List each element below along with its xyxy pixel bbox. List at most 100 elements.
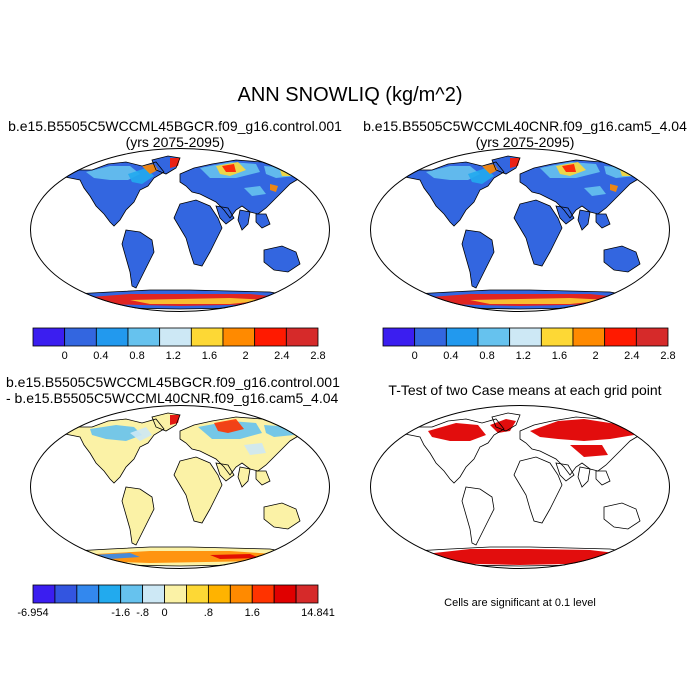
main-title: ANN SNOWLIQ (kg/m^2) [237,84,463,106]
antarctic-snow [470,298,610,304]
colorbar-tick-label: .8 [203,607,213,619]
colorbar-tick-label: 0.4 [443,350,459,362]
colorbar-swatch [251,584,275,604]
colorbar-swatch [142,584,165,604]
top-left-title-line1: b.e15.B5505C5WCCML45BGCR.f09_g16.control… [8,118,342,134]
map-content [398,155,643,310]
colorbar-tick-label: 1.6 [551,350,568,362]
coastline-se-asia [255,213,271,229]
snow-region [562,164,576,172]
colorbar-difference [32,584,319,604]
coastline-se-asia [595,213,611,229]
coastline-south-america [121,486,155,546]
colorbar-swatch [285,327,319,347]
land-se-asia [256,471,270,485]
colorbar-tick-label: 1.6 [244,607,260,619]
significant-region [416,549,632,565]
top-right-title-line2: (yrs 2075-2095) [475,134,575,150]
colorbar-swatch [254,327,287,347]
top-right-title: b.e15.B5505C5WCCML40CNR.f09_g16.cam5_4.0… [350,118,700,150]
diff-region [170,415,180,425]
land-australia [604,503,640,529]
coastline-north-america [58,418,165,484]
coastline-south-america [461,486,495,546]
land-south-america [122,487,154,545]
map-border [30,148,330,312]
colorbar-swatch [445,327,479,347]
coastline-south-america [461,229,495,289]
bottom-left-title-line2: - b.e15.B5505C5WCCML40CNR.f09_g16.cam5_4… [6,390,339,406]
antarctic-diff [210,554,260,559]
snow-region [610,184,618,192]
land-south-america [462,230,494,288]
coastline-australia [603,502,641,530]
colorbar-tick-label: 2 [592,350,599,362]
coastline-africa [513,456,563,524]
land-south-america [462,487,494,545]
colorbar-tick-label: 0 [411,350,418,362]
colorbar-tick-label: 2.8 [310,350,326,362]
map-border [370,405,670,569]
coastline-se-asia [255,470,271,486]
colorbar-swatch [64,327,97,347]
top-left-title-line2: (yrs 2075-2095) [125,134,225,150]
map-ttest [370,405,670,569]
coastline-north-america [58,161,165,227]
colorbar-swatch [222,327,256,347]
significant-region [428,423,486,441]
colorbar-swatch [54,584,78,604]
colorbar-control [32,327,319,347]
colorbar-swatch [32,584,56,604]
coastline-arabia [555,462,575,482]
colorbar-tick-label: -1.6 [111,607,131,619]
snow-region [426,166,480,180]
map-content [58,412,303,567]
map-cam5 [370,148,670,312]
colorbar-tick-label: 0.4 [93,350,109,362]
colorbar-tick-label: 2.8 [660,350,676,362]
bottom-left-title-line1: b.e15.B5505C5WCCML45BGCR.f09_g16.control… [6,374,340,390]
coastline-africa [173,199,223,267]
coastline-greenland [151,155,181,175]
colorbar-tick-label: -.8 [136,607,150,619]
coastline-arabia [215,462,235,482]
colorbar-swatch [273,584,297,604]
snow-region [584,186,606,196]
colorbar-tick-label: 1.2 [515,350,531,362]
top-left-title: b.e15.B5505C5WCCML45BGCR.f09_g16.control… [0,118,350,150]
significance-note: Cells are significant at 0.1 level [444,597,596,609]
coastline-australia [263,502,301,530]
diff-region [90,425,142,441]
coastline-north-america [398,418,505,484]
colorbar-swatch [98,584,122,604]
coastline-africa [513,199,563,267]
snow-region [128,168,154,184]
land-africa [174,200,222,266]
coastline-greenland [491,412,521,432]
map-difference [30,405,330,569]
top-right-title-line1: b.e15.B5505C5WCCML40CNR.f09_g16.cam5_4.0… [363,118,687,134]
colorbar-tick-label: 0.8 [479,350,495,362]
snow-region [86,166,140,180]
colorbar-tick-label: 2.4 [274,350,290,362]
map-control [30,148,330,312]
coastline-arabia [555,205,575,225]
coastline-arabia [215,205,235,225]
antarctic-snow [130,298,270,304]
significant-region [490,419,516,433]
significant-region [530,419,634,441]
coastline-north-america [398,161,505,227]
colorbar-tick-label: 0.8 [129,350,145,362]
snow-region [170,158,180,168]
land-se-asia [596,471,610,485]
colorbar-tick-label: 14.841 [301,607,335,619]
coastline-greenland [491,155,521,175]
colorbar-swatch [186,584,209,604]
colorbar-swatch [295,584,319,604]
colorbar-swatch [229,584,253,604]
coastline-south-america [121,229,155,289]
colorbar-swatch [572,327,606,347]
snow-region [482,164,498,174]
map-content [398,412,643,567]
land-africa [174,457,222,523]
